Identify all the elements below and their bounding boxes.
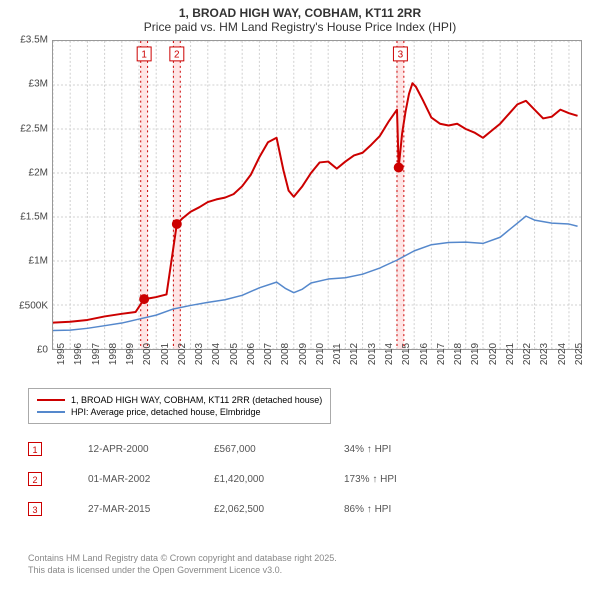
sale-index-box: 3	[28, 502, 42, 516]
title-line2: Price paid vs. HM Land Registry's House …	[0, 20, 600, 38]
y-tick-label: £1.5M	[20, 212, 48, 223]
x-tick-label: 1995	[56, 343, 67, 365]
chart-svg: 1 2 3	[53, 41, 581, 349]
x-tick-label: 2010	[315, 343, 326, 365]
y-tick-label: £0	[37, 345, 48, 356]
x-tick-label: 1996	[73, 343, 84, 365]
svg-text:3: 3	[398, 50, 404, 61]
sales-table: 1 12-APR-2000£567,00034% ↑ HPI 2 01-MAR-200…	[28, 434, 454, 524]
sale-price: £2,062,500	[214, 504, 344, 515]
svg-text:1: 1	[141, 50, 147, 61]
x-tick-label: 2016	[419, 343, 430, 365]
y-tick-label: £1M	[29, 256, 48, 267]
y-tick-label: £2M	[29, 167, 48, 178]
x-tick-label: 2000	[142, 343, 153, 365]
y-tick-label: £3.5M	[20, 35, 48, 46]
sale-date: 01-MAR-2002	[88, 474, 214, 485]
x-tick-label: 2022	[522, 343, 533, 365]
sale-date: 12-APR-2000	[88, 444, 214, 455]
sale-index-box: 2	[28, 472, 42, 486]
y-tick-label: £500K	[19, 300, 48, 311]
footer-line1: Contains HM Land Registry data © Crown c…	[28, 552, 337, 564]
legend-swatch	[37, 399, 65, 401]
x-tick-label: 2013	[367, 343, 378, 365]
footer-line2: This data is licensed under the Open Gov…	[28, 564, 337, 576]
x-tick-label: 2015	[401, 343, 412, 365]
sale-date: 27-MAR-2015	[88, 504, 214, 515]
x-tick-label: 2017	[436, 343, 447, 365]
x-tick-label: 2014	[384, 343, 395, 365]
sale-delta-hpi: 34% ↑ HPI	[344, 444, 454, 455]
x-tick-label: 2002	[177, 343, 188, 365]
x-tick-label: 2007	[263, 343, 274, 365]
x-tick-label: 2004	[211, 343, 222, 365]
legend-label: HPI: Average price, detached house, Elmb…	[71, 407, 260, 417]
x-tick-label: 2003	[194, 343, 205, 365]
x-tick-label: 1998	[108, 343, 119, 365]
legend-row: 1, BROAD HIGH WAY, COBHAM, KT11 2RR (det…	[37, 395, 322, 405]
sale-price: £1,420,000	[214, 474, 344, 485]
legend-swatch	[37, 411, 65, 413]
x-tick-label: 2006	[246, 343, 257, 365]
y-tick-label: £2.5M	[20, 123, 48, 134]
x-tick-label: 1997	[91, 343, 102, 365]
x-tick-label: 2020	[488, 343, 499, 365]
y-tick-label: £3M	[29, 79, 48, 90]
x-tick-label: 2023	[539, 343, 550, 365]
sale-delta-hpi: 173% ↑ HPI	[344, 474, 454, 485]
x-tick-label: 2025	[574, 343, 585, 365]
sales-row: 3 27-MAR-2015£2,062,50086% ↑ HPI	[28, 494, 454, 524]
x-tick-label: 2008	[280, 343, 291, 365]
footer-attribution: Contains HM Land Registry data © Crown c…	[28, 552, 337, 576]
x-tick-label: 2024	[557, 343, 568, 365]
sales-row: 2 01-MAR-2002£1,420,000173% ↑ HPI	[28, 464, 454, 494]
x-tick-label: 2021	[505, 343, 516, 365]
x-tick-label: 2005	[229, 343, 240, 365]
x-tick-label: 2001	[160, 343, 171, 365]
legend: 1, BROAD HIGH WAY, COBHAM, KT11 2RR (det…	[28, 388, 331, 424]
x-tick-label: 2019	[470, 343, 481, 365]
x-tick-label: 2009	[298, 343, 309, 365]
x-tick-label: 1999	[125, 343, 136, 365]
legend-row: HPI: Average price, detached house, Elmb…	[37, 407, 322, 417]
sale-price: £567,000	[214, 444, 344, 455]
title-line1: 1, BROAD HIGH WAY, COBHAM, KT11 2RR	[0, 0, 600, 20]
x-tick-label: 2011	[332, 343, 343, 365]
sales-row: 1 12-APR-2000£567,00034% ↑ HPI	[28, 434, 454, 464]
svg-text:2: 2	[174, 50, 180, 61]
legend-label: 1, BROAD HIGH WAY, COBHAM, KT11 2RR (det…	[71, 395, 322, 405]
sale-delta-hpi: 86% ↑ HPI	[344, 504, 454, 515]
x-tick-label: 2018	[453, 343, 464, 365]
sale-index-box: 1	[28, 442, 42, 456]
x-tick-label: 2012	[349, 343, 360, 365]
chart-plot-area: 1 2 3	[52, 40, 582, 350]
